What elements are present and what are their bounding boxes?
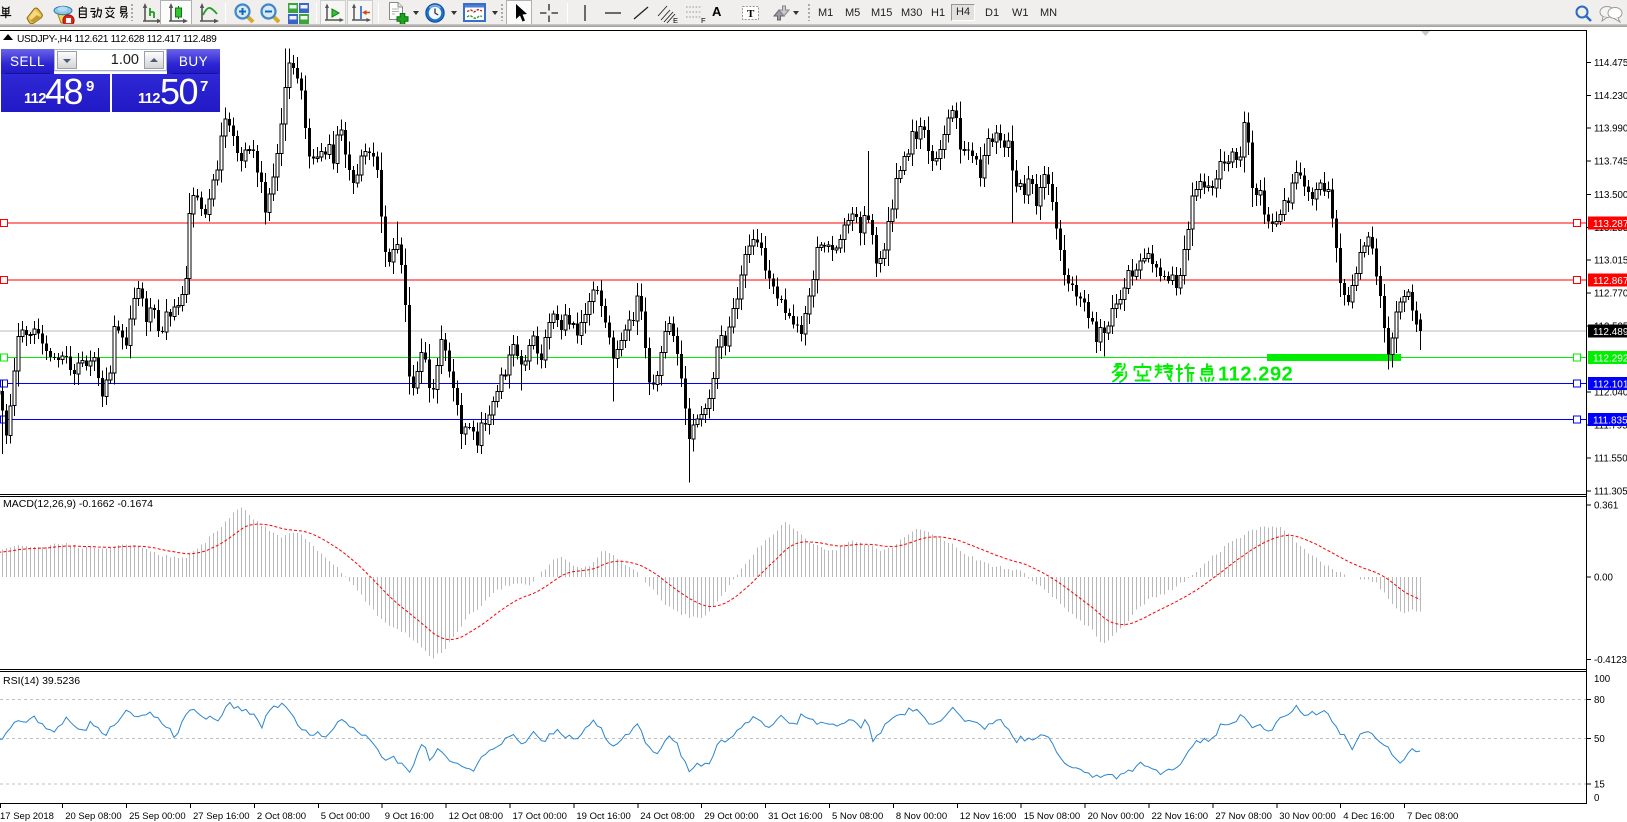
svg-text:F: F (701, 16, 706, 24)
svg-text:29 Oct 00:00: 29 Oct 00:00 (704, 811, 758, 822)
svg-text:4 Dec 16:00: 4 Dec 16:00 (1343, 811, 1394, 822)
svg-text:17 Oct 00:00: 17 Oct 00:00 (513, 811, 567, 822)
svg-text:5 Nov 08:00: 5 Nov 08:00 (832, 811, 883, 822)
svg-text:T: T (747, 8, 755, 20)
svg-text:24 Oct 08:00: 24 Oct 08:00 (640, 811, 694, 822)
svg-text:27 Sep 16:00: 27 Sep 16:00 (193, 811, 250, 822)
svg-text:9 Oct 16:00: 9 Oct 16:00 (385, 811, 434, 822)
svg-text:111.835: 111.835 (1593, 415, 1627, 426)
svg-text:80: 80 (1594, 695, 1605, 706)
svg-text:113.015: 113.015 (1594, 256, 1627, 267)
svg-text:113.990: 113.990 (1594, 124, 1627, 135)
svg-text:114.230: 114.230 (1594, 91, 1627, 102)
svg-text:112.292: 112.292 (1218, 364, 1293, 386)
svg-text:112.040: 112.040 (1594, 387, 1627, 398)
svg-text:20 Nov 00:00: 20 Nov 00:00 (1088, 811, 1145, 822)
svg-text:0: 0 (1594, 793, 1600, 804)
svg-text:111.550: 111.550 (1594, 454, 1627, 465)
svg-text:112.489: 112.489 (1593, 327, 1627, 338)
svg-text:17 Sep 2018: 17 Sep 2018 (0, 811, 54, 822)
svg-text:31 Oct 16:00: 31 Oct 16:00 (768, 811, 822, 822)
svg-text:12 Oct 08:00: 12 Oct 08:00 (449, 811, 503, 822)
svg-text:114.475: 114.475 (1594, 58, 1627, 69)
svg-text:100: 100 (1594, 674, 1611, 685)
svg-text:RSI(14) 39.5236: RSI(14) 39.5236 (3, 675, 80, 687)
svg-text:2 Oct 08:00: 2 Oct 08:00 (257, 811, 306, 822)
svg-text:22 Nov 16:00: 22 Nov 16:00 (1152, 811, 1209, 822)
svg-text:8 Nov 00:00: 8 Nov 00:00 (896, 811, 947, 822)
svg-text:15: 15 (1594, 780, 1605, 791)
svg-text:113.745: 113.745 (1594, 157, 1627, 168)
svg-text:12 Nov 16:00: 12 Nov 16:00 (960, 811, 1017, 822)
svg-text:113.287: 113.287 (1593, 219, 1627, 230)
svg-text:50: 50 (1594, 734, 1605, 745)
svg-text:0.00: 0.00 (1594, 573, 1613, 584)
svg-text:20 Sep 08:00: 20 Sep 08:00 (65, 811, 122, 822)
svg-text:111.305: 111.305 (1594, 487, 1627, 498)
svg-text:E: E (673, 16, 678, 24)
svg-text:113.500: 113.500 (1594, 190, 1627, 201)
svg-text:-0.4123: -0.4123 (1594, 655, 1627, 666)
svg-text:27 Nov 08:00: 27 Nov 08:00 (1215, 811, 1272, 822)
svg-text:112.770: 112.770 (1594, 289, 1627, 300)
svg-text:30 Nov 00:00: 30 Nov 00:00 (1279, 811, 1336, 822)
svg-text:19 Oct 16:00: 19 Oct 16:00 (576, 811, 630, 822)
svg-text:MACD(12,26,9) -0.1662 -0.1674: MACD(12,26,9) -0.1662 -0.1674 (3, 498, 153, 510)
svg-text:112.292: 112.292 (1593, 354, 1627, 365)
svg-text:0.361: 0.361 (1594, 500, 1618, 511)
svg-text:15 Nov 08:00: 15 Nov 08:00 (1024, 811, 1081, 822)
svg-text:7 Dec 08:00: 7 Dec 08:00 (1407, 811, 1458, 822)
svg-text:112.101: 112.101 (1593, 379, 1627, 390)
svg-text:25 Sep 00:00: 25 Sep 00:00 (129, 811, 186, 822)
svg-text:112.867: 112.867 (1593, 276, 1627, 287)
svg-text:USDJPY-,H4 112.621 112.628 11: USDJPY-,H4 112.621 112.628 112.417 112.4… (17, 34, 217, 45)
svg-text:5 Oct 00:00: 5 Oct 00:00 (321, 811, 370, 822)
